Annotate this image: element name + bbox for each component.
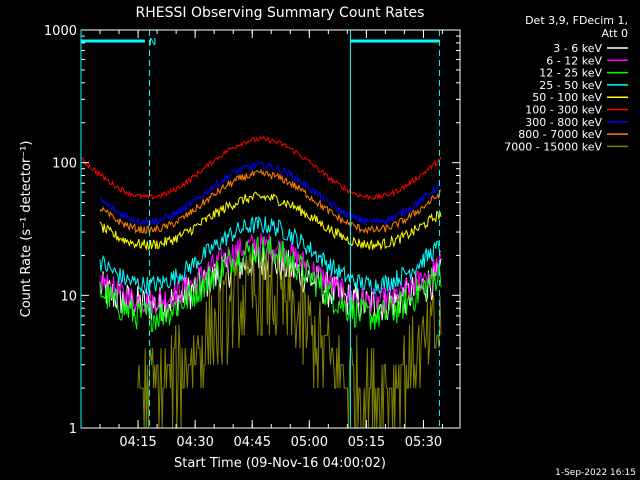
series-line [99, 232, 442, 315]
legend-entry-label: 100 - 300 keV [525, 104, 602, 117]
legend-entry-label: 50 - 100 keV [532, 91, 602, 104]
series-line [99, 160, 442, 227]
x-tick-label: 05:00 [291, 435, 328, 450]
y-axis-label: Count Rate (s⁻¹ detector⁻¹) [19, 141, 34, 318]
series-line [99, 168, 442, 235]
legend-header: Det 3,9, FDecim 1, [525, 14, 628, 27]
x-tick-label: 04:30 [176, 435, 213, 450]
footer-timestamp: 1-Sep-2022 16:15 [555, 468, 636, 478]
y-tick-label: 100 [52, 157, 77, 172]
y-tick-label: 10 [60, 289, 77, 304]
series-line [99, 191, 442, 251]
chart-title: RHESSI Observing Summary Count Rates [136, 5, 425, 21]
y-tick-label: 1 [69, 422, 77, 437]
y-tick-label: 1000 [44, 24, 77, 39]
legend-header: Att 0 [602, 27, 628, 40]
series-line [99, 215, 442, 295]
legend-entry-label: 800 - 7000 keV [518, 128, 602, 141]
legend-entry-label: 12 - 25 keV [539, 67, 602, 80]
x-axis-label: Start Time (09-Nov-16 04:00:02) [174, 456, 386, 471]
series-line [99, 236, 442, 333]
legend-entry-label: 300 - 800 keV [525, 116, 602, 129]
legend-entry-label: 6 - 12 keV [546, 54, 602, 67]
series-line [99, 244, 442, 322]
legend-entry-label: 7000 - 15000 keV [504, 140, 602, 153]
x-tick-label: 05:30 [405, 435, 442, 450]
series-line [81, 135, 442, 201]
overlay-bar-label: N [149, 37, 156, 48]
legend-entry-label: 3 - 6 keV [553, 42, 602, 55]
x-tick-label: 04:45 [234, 435, 271, 450]
x-tick-label: 05:15 [348, 435, 385, 450]
legend-entry-label: 25 - 50 keV [539, 79, 602, 92]
series-line [137, 252, 442, 428]
x-tick-label: 04:15 [119, 435, 156, 450]
